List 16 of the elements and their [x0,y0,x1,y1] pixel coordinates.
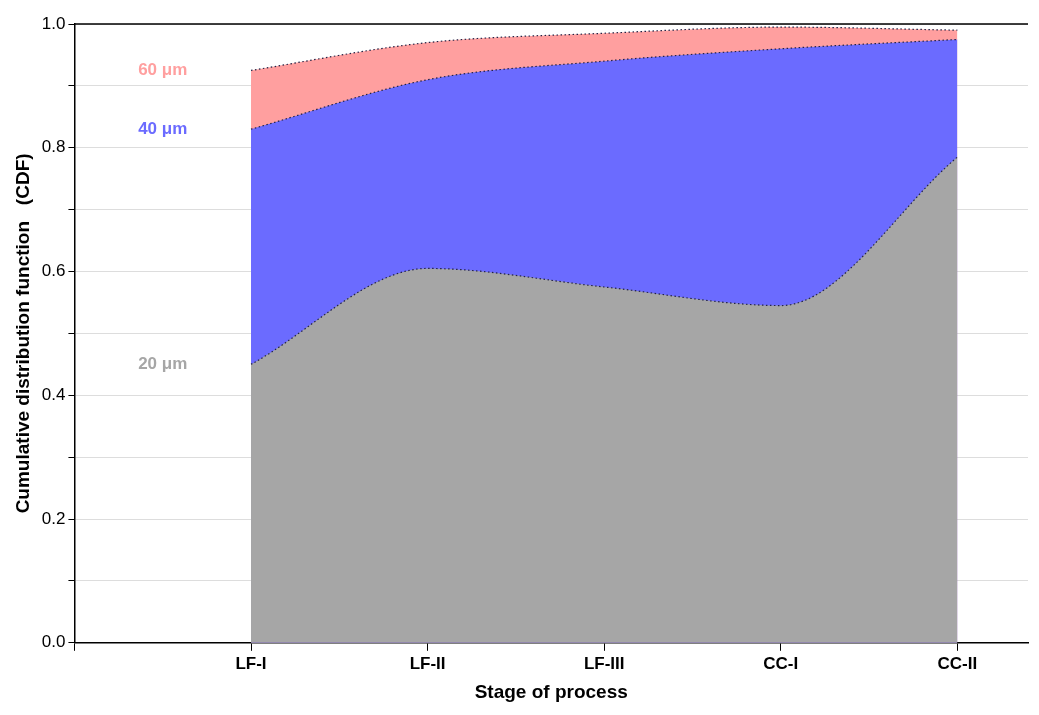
y-tick-label: 0.4 [41,384,66,404]
y-tick-label: 1.0 [41,13,66,33]
x-tick-label: CC-I [763,653,799,673]
text: 20 μm [138,354,188,374]
text: 40 μm [138,118,188,138]
x-tick-label: CC-II [937,653,978,673]
x-axis-title: Stage of process [474,680,628,702]
y-axis-title: Cumulative distribution function (CDF) [11,153,33,514]
y-tick-label: 0.6 [41,261,66,281]
y-tick-label: 0.2 [41,508,66,528]
x-tick-label: LF-I [235,653,267,673]
x-tick-label: LF-III [583,653,625,673]
x-tick-label: LF-II [409,653,446,673]
y-tick-label: 0.8 [41,137,66,157]
y-tick-label: 0.0 [41,632,66,652]
text: 60 μm [138,60,188,80]
